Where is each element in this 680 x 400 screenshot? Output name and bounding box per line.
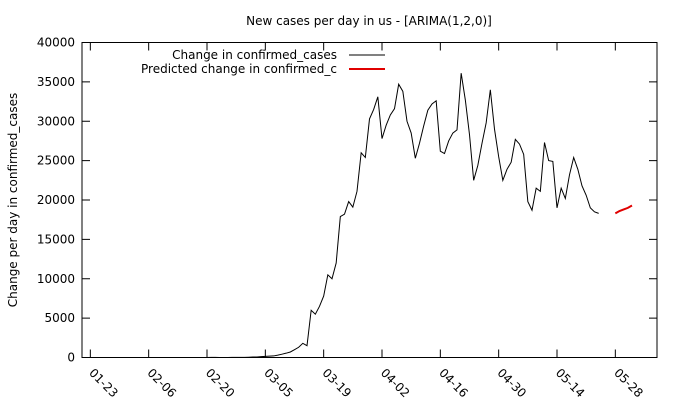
y-tick-label: 0 (67, 351, 75, 365)
y-tick-label: 5000 (44, 311, 75, 325)
chart-title: New cases per day in us - [ARIMA(1,2,0)] (246, 14, 492, 28)
x-tick-label: 01-23 (86, 366, 121, 400)
x-tick-label: 02-20 (203, 366, 238, 400)
x-tick-label: 05-14 (553, 366, 588, 400)
y-tick-label: 15000 (37, 232, 75, 246)
y-ticks: 0 5000 10000 15000 20000 25000 30000 35000 40000 (37, 36, 657, 365)
y-tick-label: 25000 (37, 154, 75, 168)
y-axis-label: Change per day in confirmed_cases (6, 93, 20, 308)
y-tick-label: 35000 (37, 75, 75, 89)
y-tick-label: 30000 (37, 114, 75, 128)
x-tick-label: 03-05 (261, 366, 296, 400)
y-tick-label: 10000 (37, 272, 75, 286)
legend-label: Change in confirmed_cases (172, 48, 337, 62)
x-tick-label: 03-19 (320, 366, 355, 400)
x-ticks: 01-23 02-06 02-20 03-05 03-19 04-02 04-16 04-30… (86, 42, 646, 400)
x-tick-label: 04-02 (378, 366, 413, 400)
x-tick-label: 04-16 (436, 366, 471, 400)
y-tick-label: 40000 (37, 36, 75, 50)
y-tick-label: 20000 (37, 193, 75, 207)
x-tick-label: 02-06 (145, 366, 180, 400)
x-tick-label: 04-30 (495, 366, 530, 400)
series-line-predicted (614, 204, 633, 215)
series-group (90, 73, 633, 359)
x-tick-label: 05-28 (611, 366, 646, 400)
series-line-confirmed (90, 73, 599, 359)
plot-frame (81, 42, 658, 358)
legend-label: Predicted change in confirmed_c (141, 62, 337, 76)
